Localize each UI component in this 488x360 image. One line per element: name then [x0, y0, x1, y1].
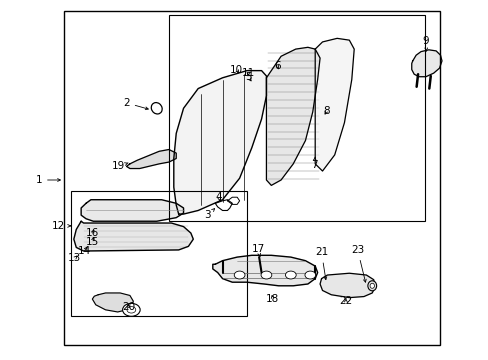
Text: 6: 6	[274, 61, 281, 71]
Text: 1: 1	[35, 175, 60, 185]
Text: 3: 3	[204, 208, 214, 220]
Circle shape	[127, 307, 136, 313]
Polygon shape	[320, 273, 374, 298]
Text: 5: 5	[244, 72, 251, 82]
Polygon shape	[74, 221, 193, 251]
Text: 2: 2	[123, 98, 148, 110]
Ellipse shape	[151, 103, 162, 114]
Polygon shape	[315, 39, 353, 171]
Circle shape	[261, 271, 271, 279]
Bar	[168, 15, 424, 221]
Polygon shape	[411, 50, 441, 77]
Text: 21: 21	[314, 247, 327, 280]
Polygon shape	[173, 71, 266, 214]
Text: 9: 9	[422, 36, 428, 51]
Circle shape	[285, 271, 296, 279]
Circle shape	[305, 271, 315, 279]
Polygon shape	[266, 47, 320, 185]
Ellipse shape	[367, 281, 376, 291]
Text: 16: 16	[85, 228, 99, 238]
Text: 14: 14	[78, 246, 91, 256]
Text: 12: 12	[52, 221, 71, 231]
Ellipse shape	[369, 283, 374, 288]
Text: 20: 20	[122, 302, 135, 312]
Text: 13: 13	[68, 253, 81, 263]
Text: 7: 7	[310, 157, 317, 170]
Bar	[71, 191, 246, 316]
Text: 8: 8	[323, 106, 329, 116]
Polygon shape	[92, 293, 133, 312]
Polygon shape	[212, 255, 317, 286]
Text: 18: 18	[265, 294, 279, 304]
Text: 10: 10	[230, 64, 243, 75]
Text: 22: 22	[339, 296, 352, 306]
Polygon shape	[126, 149, 176, 168]
Text: 11: 11	[241, 68, 255, 78]
Text: 19: 19	[112, 161, 128, 171]
Text: 15: 15	[85, 237, 99, 247]
Circle shape	[234, 271, 244, 279]
Circle shape	[122, 303, 140, 316]
Polygon shape	[81, 200, 183, 221]
Text: 23: 23	[350, 245, 366, 282]
Bar	[64, 12, 439, 345]
Text: 17: 17	[251, 244, 264, 257]
Text: 4: 4	[215, 192, 222, 202]
